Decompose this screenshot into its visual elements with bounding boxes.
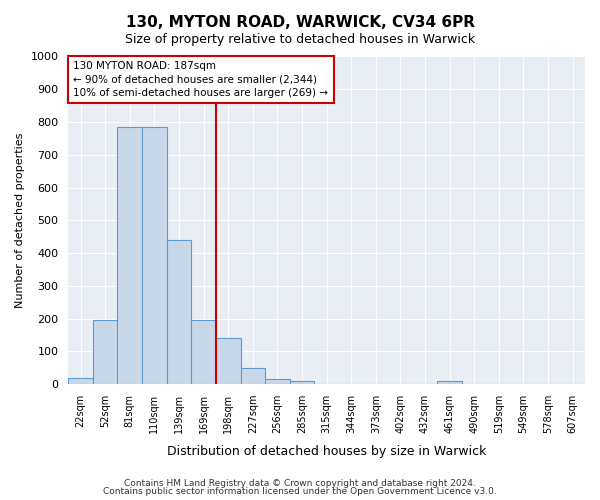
Bar	[191, 320, 216, 384]
Text: Contains HM Land Registry data © Crown copyright and database right 2024.: Contains HM Land Registry data © Crown c…	[124, 478, 476, 488]
Text: 130 MYTON ROAD: 187sqm
← 90% of detached houses are smaller (2,344)
10% of semi-: 130 MYTON ROAD: 187sqm ← 90% of detached…	[73, 62, 328, 98]
Text: 130, MYTON ROAD, WARWICK, CV34 6PR: 130, MYTON ROAD, WARWICK, CV34 6PR	[125, 15, 475, 30]
Text: Contains public sector information licensed under the Open Government Licence v3: Contains public sector information licen…	[103, 487, 497, 496]
Text: Size of property relative to detached houses in Warwick: Size of property relative to detached ho…	[125, 32, 475, 46]
Bar	[93, 320, 118, 384]
Bar	[142, 127, 167, 384]
Bar	[265, 380, 290, 384]
X-axis label: Distribution of detached houses by size in Warwick: Distribution of detached houses by size …	[167, 444, 487, 458]
Bar	[290, 381, 314, 384]
Bar	[118, 127, 142, 384]
Bar	[68, 378, 93, 384]
Y-axis label: Number of detached properties: Number of detached properties	[15, 132, 25, 308]
Bar	[167, 240, 191, 384]
Bar	[241, 368, 265, 384]
Bar	[437, 381, 462, 384]
Bar	[216, 338, 241, 384]
